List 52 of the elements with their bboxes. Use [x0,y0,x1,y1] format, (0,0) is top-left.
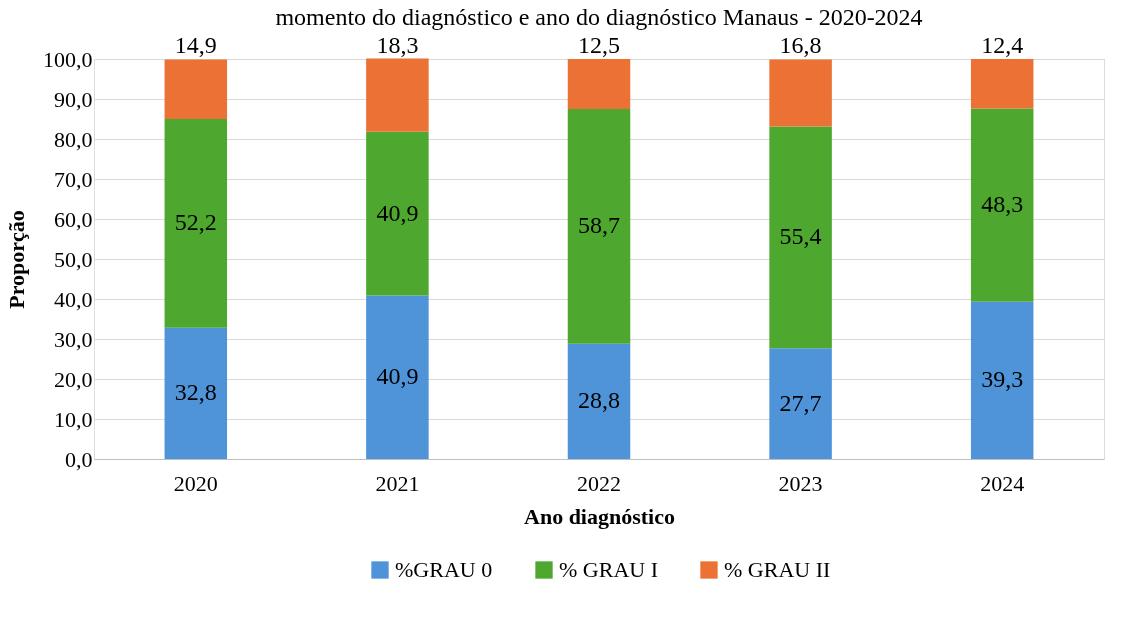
data-label: 39,3 [981,366,1024,393]
chart-title: momento do diagnóstico e ano do diagnóstico Manaus - 2020-2024 [275,3,923,30]
y-tick-label: 0,0 [65,446,93,472]
y-tick-label: 70,0 [54,166,93,192]
x-tick-label: 2023 [778,470,823,496]
x-axis-title: Ano diagnóstico [524,503,675,529]
bar [164,327,228,459]
data-label: 16,8 [779,32,822,59]
bar [366,295,429,459]
bar [164,59,228,119]
x-tick-label: 2022 [577,470,621,496]
y-tick-label: 80,0 [54,126,93,152]
y-axis-title: Proporção [4,210,29,309]
data-label: 32,8 [174,379,217,406]
data-label: 18,3 [376,31,419,58]
bar [366,131,429,296]
data-label: 28,8 [578,387,620,414]
data-label: 58,7 [578,212,620,239]
bar [164,119,228,328]
y-tick-label: 10,0 [54,406,93,432]
x-tick-label: 2024 [980,470,1025,496]
bar [970,108,1034,302]
data-label: 48,3 [981,191,1024,218]
data-label: 12,5 [578,32,620,58]
data-label: 12,4 [981,32,1024,58]
y-tick-label: 40,0 [54,286,93,312]
x-tick-label: 2020 [173,470,218,496]
y-tick-label: 60,0 [54,206,93,232]
legend-label: %GRAU 0 [395,557,493,582]
x-tick-label: 2021 [375,470,420,496]
y-tick-label: 100,0 [43,46,93,72]
bar [769,348,832,459]
bar [366,58,429,132]
bar [567,343,631,459]
bar [769,59,832,127]
data-label: 40,9 [376,199,419,226]
data-label: 27,7 [779,389,822,416]
legend-label: % GRAU I [559,557,658,582]
data-label: 14,9 [174,32,217,59]
y-tick-label: 20,0 [54,366,93,392]
bar [567,59,631,109]
data-label: 40,9 [376,363,419,390]
legend-label: % GRAU II [724,557,831,582]
bar [970,59,1034,109]
bar [970,301,1034,459]
bar [567,109,631,344]
y-tick-label: 50,0 [54,246,93,272]
y-tick-label: 90,0 [54,86,93,112]
data-label: 52,2 [174,209,217,236]
bar [769,126,832,349]
y-tick-label: 30,0 [54,326,93,352]
data-label: 55,4 [779,223,822,250]
